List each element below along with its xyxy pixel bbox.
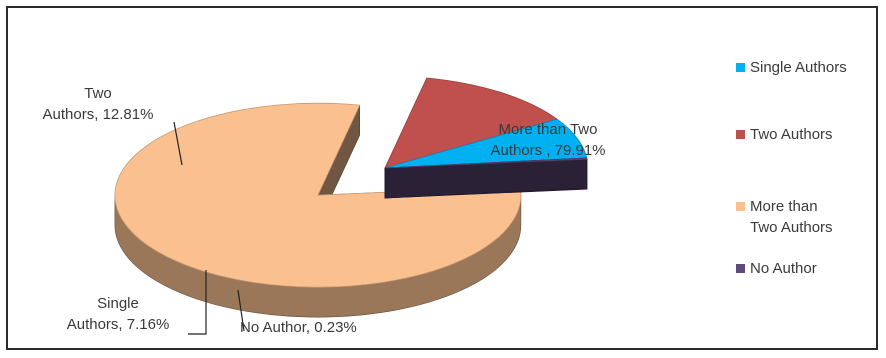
slice-top <box>384 157 588 169</box>
data-label-more-than-two-authors: More than Two Authors , 79.91% <box>490 121 605 159</box>
legend-swatch <box>736 63 745 72</box>
leader-line-single-authors <box>188 270 207 335</box>
legend-swatch <box>736 202 745 211</box>
legend-item-no-author: No Author <box>736 260 817 277</box>
slice-no-author <box>384 157 588 199</box>
slice-top <box>114 102 522 288</box>
leader-line-two-authors <box>173 121 183 166</box>
legend: Single Authors Two Authors More than Two Au… <box>736 59 847 277</box>
legend-swatch <box>736 264 745 273</box>
legend-item-two-authors: Two Authors <box>736 126 833 143</box>
slice-more-than-two-authors <box>114 102 522 318</box>
data-label-two-authors: Two Authors, 12.81% <box>43 85 154 123</box>
legend-item-single-authors: Single Authors <box>736 59 847 76</box>
data-label-no-author: No Author, 0.23% <box>240 319 357 336</box>
leader-line-no-author <box>237 289 245 332</box>
legend-label: No Author <box>750 260 817 277</box>
slice-top <box>384 77 558 169</box>
legend-item-more-than-two-authors: More than Two Authors <box>736 198 833 236</box>
legend-label: More than Two Authors <box>750 198 833 236</box>
legend-label: Single Authors <box>750 59 847 76</box>
legend-label: Two Authors <box>750 126 833 143</box>
slices-layer <box>114 77 588 318</box>
legend-swatch <box>736 130 745 139</box>
data-label-single-authors: Single Authors, 7.16% <box>67 295 170 333</box>
labels-layer: Single Authors, 7.16% Two Authors, 12.81% Mo… <box>43 85 606 336</box>
